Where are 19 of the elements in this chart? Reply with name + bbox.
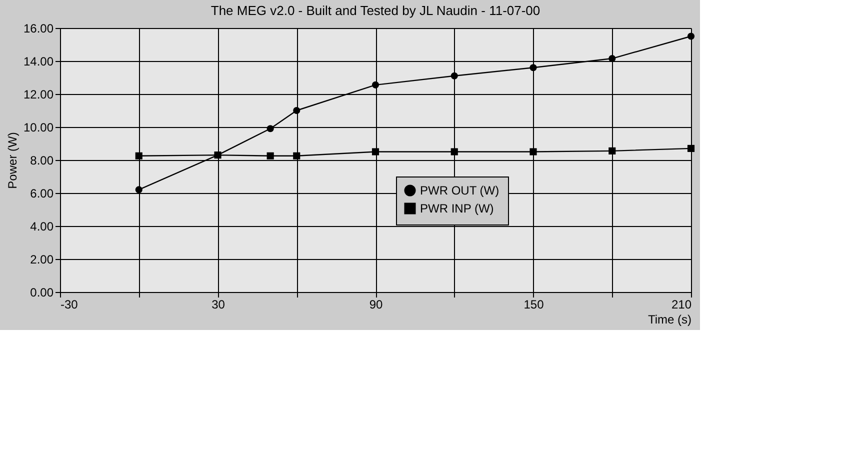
x-tick-label: 30 xyxy=(212,298,226,312)
y-tick-label: 0.00 xyxy=(30,286,54,300)
legend-label: PWR INP (W) xyxy=(420,202,494,216)
x-tick-label: 210 xyxy=(671,298,692,312)
x-tick-label: 90 xyxy=(369,298,383,312)
y-tick-label: 4.00 xyxy=(30,220,54,234)
y-tick-label: 8.00 xyxy=(30,154,54,168)
chart-title: The MEG v2.0 - Built and Tested by JL Naudin - 11-07-00 xyxy=(210,3,540,18)
y-tick-label: 14.00 xyxy=(23,54,54,68)
y-tick-label: 6.00 xyxy=(30,186,54,200)
x-tick-label: 150 xyxy=(524,298,544,312)
y-tick-label: 2.00 xyxy=(30,252,54,266)
legend-label: PWR OUT (W) xyxy=(420,184,500,198)
x-axis-title: Time (s) xyxy=(648,312,692,326)
y-axis-title: Power (W) xyxy=(5,132,20,189)
y-tick-label: 16.00 xyxy=(23,22,54,36)
y-tick-label: 10.00 xyxy=(23,120,54,134)
x-tick-label: -30 xyxy=(60,298,78,312)
y-tick-label: 12.00 xyxy=(23,88,54,102)
